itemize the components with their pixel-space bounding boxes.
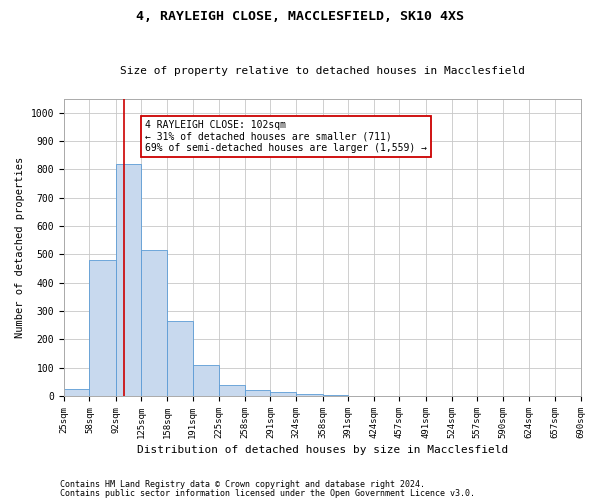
Text: Contains HM Land Registry data © Crown copyright and database right 2024.: Contains HM Land Registry data © Crown c… (60, 480, 425, 489)
Text: 4, RAYLEIGH CLOSE, MACCLESFIELD, SK10 4XS: 4, RAYLEIGH CLOSE, MACCLESFIELD, SK10 4X… (136, 10, 464, 23)
Bar (142, 250, 167, 396)
Title: Size of property relative to detached houses in Macclesfield: Size of property relative to detached ho… (119, 66, 524, 76)
Bar (116, 164, 142, 396)
Text: Contains public sector information licensed under the Open Government Licence v3: Contains public sector information licen… (60, 489, 475, 498)
Bar (323, 394, 348, 396)
Bar (296, 394, 323, 396)
Bar (271, 392, 296, 396)
Y-axis label: Number of detached properties: Number of detached properties (15, 156, 25, 338)
X-axis label: Distribution of detached houses by size in Macclesfield: Distribution of detached houses by size … (137, 445, 508, 455)
Bar (167, 321, 193, 396)
Bar (89, 260, 116, 396)
Bar (64, 389, 89, 396)
Bar (219, 384, 245, 396)
Bar (193, 365, 219, 396)
Bar (245, 390, 271, 396)
Text: 4 RAYLEIGH CLOSE: 102sqm
← 31% of detached houses are smaller (711)
69% of semi-: 4 RAYLEIGH CLOSE: 102sqm ← 31% of detach… (145, 120, 427, 153)
